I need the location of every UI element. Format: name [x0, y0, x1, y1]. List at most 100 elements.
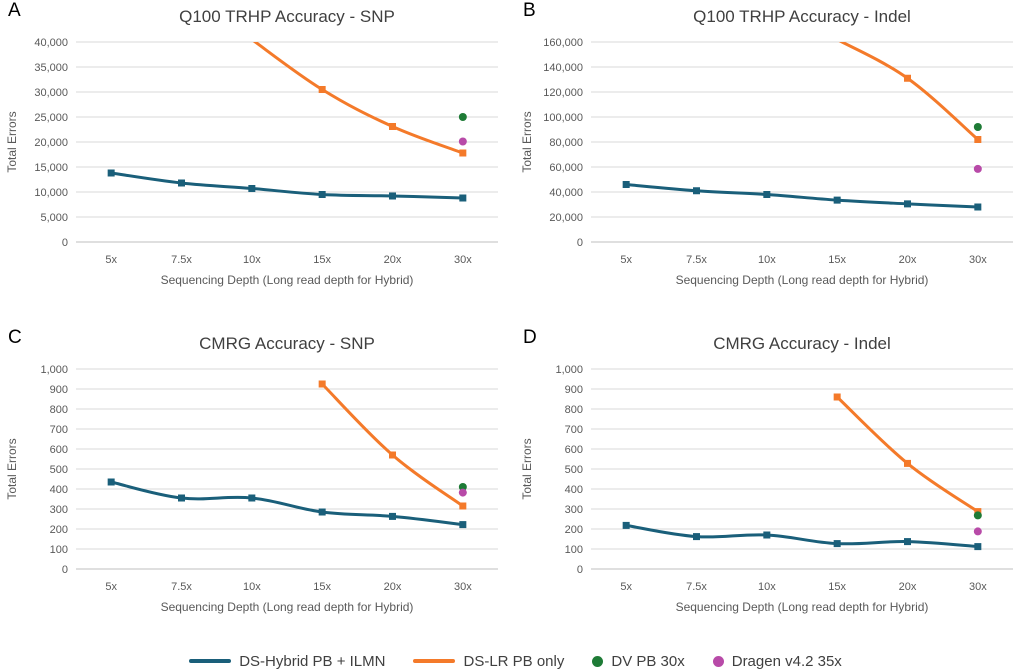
y-tick-label: 900 [50, 384, 68, 396]
legend-label: DS-Hybrid PB + ILMN [239, 652, 386, 670]
series-marker [904, 538, 911, 546]
dragen-point [973, 164, 982, 173]
y-tick-label: 400 [565, 484, 583, 496]
series-marker [389, 512, 396, 520]
y-tick-label: 700 [50, 424, 68, 436]
series-marker [318, 191, 326, 198]
x-tick-label: 10x [758, 254, 776, 266]
series-marker [389, 451, 396, 459]
dragen-point [458, 137, 467, 146]
x-tick-label: 7.5x [171, 254, 192, 266]
x-tick-label: 15x [828, 581, 846, 593]
panel-a: A Q100 TRHP Accuracy - SNP 0 5,000 10,000 15… [5, 0, 508, 300]
series-line [625, 523, 978, 549]
dv-point [973, 123, 982, 131]
legend: DS-Hybrid PB + ILMN DS-LR PB only DV PB … [0, 650, 1031, 672]
series-hybrid [625, 523, 978, 549]
series-hybrid [110, 171, 463, 200]
x-tick-label: 7.5x [686, 254, 707, 266]
series-marker [763, 191, 771, 198]
x-tick-label: 10x [243, 581, 261, 593]
series-marker [248, 494, 256, 502]
legend-item-dv: DV PB 30x [592, 652, 685, 670]
chart-a: Q100 TRHP Accuracy - SNP 0 5,000 10,000 15,0… [5, 7, 498, 287]
series-marker [833, 393, 841, 401]
panel-b: B Q100 TRHP Accuracy - Indel 0 20,000 40,00… [520, 0, 1023, 300]
y-tick-label: 100,000 [543, 112, 583, 124]
series-marker [622, 521, 630, 529]
series-marker [389, 123, 396, 130]
series-marker [974, 543, 982, 551]
x-tick-label: 30x [969, 581, 987, 593]
chart-title: Q100 TRHP Accuracy - SNP [179, 7, 395, 26]
series-marker [178, 494, 185, 502]
panel-letter: C [8, 327, 22, 348]
dv-point [458, 483, 467, 491]
series-line [838, 42, 979, 141]
y-tick-label: 900 [565, 384, 583, 396]
series-marker [107, 478, 115, 486]
y-tick-label: 80,000 [549, 137, 583, 149]
y-tick-label: 100 [50, 544, 68, 556]
y-tick-label: 800 [565, 404, 583, 416]
legend-item-lr: DS-LR PB only [413, 653, 564, 670]
panel-letter: A [8, 0, 21, 21]
legend-swatch [413, 659, 456, 663]
series-marker [763, 531, 771, 539]
series-marker [904, 74, 911, 82]
y-tick-label: 0 [577, 237, 583, 249]
y-tick-label: 0 [62, 564, 68, 576]
legend-label: Dragen v4.2 35x [731, 652, 842, 670]
chart-title: CMRG Accuracy - Indel [713, 334, 891, 353]
series-marker [459, 149, 467, 157]
series-marker [622, 181, 630, 188]
series-marker [318, 380, 326, 388]
y-tick-label: 600 [50, 444, 68, 456]
x-axis-title: Sequencing Depth (Long read depth for Hy… [676, 273, 929, 287]
y-tick-label: 1,000 [555, 364, 583, 376]
panel-letter: B [523, 0, 536, 21]
series-hybrid [626, 183, 978, 209]
legend-swatch [712, 655, 724, 667]
series-marker [833, 540, 841, 548]
x-tick-label: 5x [620, 254, 632, 266]
x-tick-label: 7.5x [686, 581, 707, 593]
series-line [836, 395, 979, 513]
chart-c: CMRG Accuracy - SNP 0 100 200 300 400 500 600 70… [5, 334, 498, 614]
x-tick-label: 30x [454, 254, 472, 266]
y-axis-title: Total Errors [5, 111, 19, 172]
legend-swatch [592, 655, 604, 667]
y-tick-label: 60,000 [549, 162, 583, 174]
legend-label: DV PB 30x [611, 652, 685, 670]
y-tick-label: 200 [50, 524, 68, 536]
legend-swatch [189, 659, 232, 663]
y-tick-label: 160,000 [543, 37, 583, 49]
x-tick-label: 20x [384, 254, 402, 266]
series-marker [389, 192, 396, 200]
series-marker [459, 502, 467, 510]
series-marker [693, 533, 700, 541]
x-tick-label: 15x [313, 254, 331, 266]
x-tick-label: 10x [243, 254, 261, 266]
x-tick-label: 10x [758, 581, 776, 593]
x-tick-label: 5x [105, 581, 117, 593]
series-line [626, 183, 978, 209]
chart-b: Q100 TRHP Accuracy - Indel 0 20,000 40,000 6… [520, 7, 1013, 287]
y-tick-label: 40,000 [34, 37, 68, 49]
y-tick-label: 100 [565, 544, 583, 556]
y-tick-label: 400 [50, 484, 68, 496]
y-tick-label: 15,000 [34, 162, 68, 174]
series-lr [838, 42, 979, 141]
x-tick-label: 20x [899, 254, 917, 266]
series-lr [321, 382, 464, 508]
series-marker [904, 200, 911, 208]
series-lr [252, 42, 464, 155]
y-tick-label: 120,000 [543, 87, 583, 99]
series-marker [318, 86, 326, 93]
y-tick-label: 1,000 [40, 364, 68, 376]
series-marker [107, 169, 115, 177]
series-marker [974, 203, 982, 211]
y-tick-label: 40,000 [549, 187, 583, 199]
x-tick-label: 30x [454, 581, 472, 593]
series-marker [904, 459, 911, 467]
